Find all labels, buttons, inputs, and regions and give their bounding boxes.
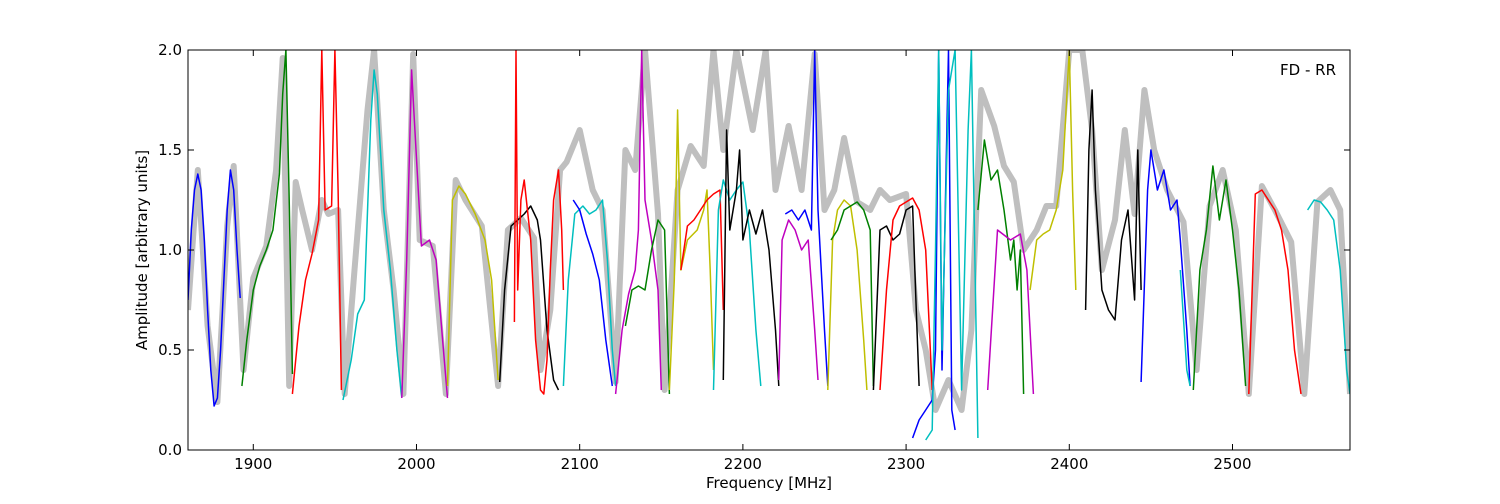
series-line-22 [911, 50, 956, 439]
series-line-0 [188, 169, 241, 407]
series-line-18 [827, 199, 868, 391]
series-line-13 [680, 189, 725, 311]
plot-series-group [188, 50, 1350, 441]
series-line-25 [986, 229, 1035, 395]
x-tick-label: 1900 [234, 455, 272, 473]
series-line-5 [446, 185, 499, 387]
x-tick-label: 2100 [561, 455, 599, 473]
y-axis-label: Amplitude [arbitrary units] [133, 150, 151, 350]
series-line-8 [562, 199, 617, 387]
x-tick-label: 2000 [397, 455, 435, 473]
series-line-6 [498, 205, 560, 391]
series-line-29 [1179, 269, 1191, 387]
series-line-23 [925, 50, 979, 441]
series-line-11 [624, 219, 671, 395]
axes-ticks: 1900 2000 2100 2200 2300 2400 2500 0.0 0.5 1.0 1.5… [158, 41, 1350, 473]
background-envelope-line [188, 50, 1350, 413]
series-line-1 [241, 50, 294, 387]
x-tick-label: 2200 [724, 455, 762, 473]
series-line-16 [778, 219, 819, 381]
series-line-2 [291, 50, 343, 395]
x-tick-label: 2500 [1213, 455, 1251, 473]
x-tick-label: 2300 [887, 455, 925, 473]
series-line-12 [668, 109, 715, 391]
y-tick-label: 2.0 [158, 41, 182, 59]
x-axis-label: Frequency [MHz] [706, 474, 832, 492]
series-line-7 [513, 50, 565, 395]
series-line-26 [1029, 50, 1077, 291]
y-tick-label: 0.0 [158, 441, 182, 459]
series-line-32 [1306, 199, 1350, 395]
series-line-28 [1140, 149, 1191, 387]
y-tick-label: 1.5 [158, 141, 182, 159]
series-line-20 [872, 205, 920, 391]
series-line-27 [1084, 89, 1142, 321]
series-line-21 [879, 197, 933, 391]
y-tick-label: 1.0 [158, 241, 182, 259]
series-line-4 [401, 69, 449, 399]
x-tick-label: 2400 [1050, 455, 1088, 473]
series-line-10 [614, 50, 663, 395]
series-line-3 [342, 69, 403, 401]
series-line-9 [572, 199, 614, 387]
series-line-24 [977, 139, 1025, 395]
series-line-31 [1248, 189, 1302, 395]
series-line-15 [722, 129, 780, 387]
annotation-label: FD - RR [1280, 61, 1336, 79]
y-tick-label: 0.5 [158, 341, 182, 359]
plot-area [188, 50, 1350, 441]
series-line-17 [784, 50, 829, 387]
series-line-19 [830, 201, 875, 387]
series-line-30 [1192, 165, 1247, 391]
